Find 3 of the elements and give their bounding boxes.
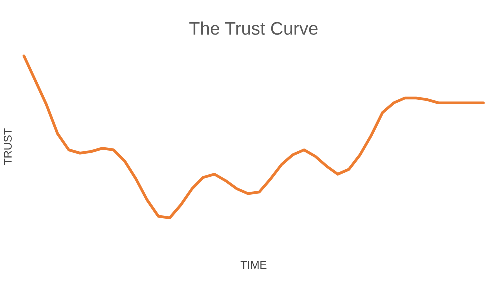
y-axis-title: TRUST (4, 128, 12, 166)
chart-title: The Trust Curve (190, 22, 318, 36)
x-axis-title: TIME (240, 261, 267, 270)
